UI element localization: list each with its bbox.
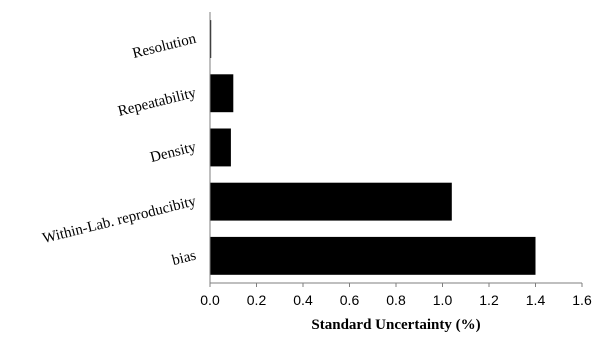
bar-repeatability (210, 74, 234, 113)
category-label: Within-Lab. reproducibity (41, 193, 198, 247)
x-tick-label: 1.4 (526, 292, 546, 308)
x-tick-label: 1.0 (433, 292, 453, 308)
bar-bias (210, 236, 536, 275)
category-labels: Resolution Repeatability Density Within-Lab… (41, 31, 198, 269)
bar-resolution (210, 20, 212, 59)
x-tick-label: 0.8 (386, 292, 406, 308)
bar-density (210, 128, 231, 167)
x-tick-label: 1.2 (479, 292, 499, 308)
x-tick-label: 1.6 (572, 292, 592, 308)
x-tick-label: 0.2 (247, 292, 267, 308)
bar-within-lab-reproducibity (210, 182, 452, 221)
x-axis-title: Standard Uncertainty (%) (311, 317, 480, 333)
x-tick-label: 0.6 (340, 292, 360, 308)
category-label: Resolution (131, 31, 198, 62)
bars-group (210, 20, 536, 275)
x-axis-ticks: 0.0 0.2 0.4 0.6 0.8 1.0 1.2 1.4 1.6 (200, 283, 592, 308)
x-tick-label: 0.0 (200, 292, 220, 308)
x-tick-label: 0.4 (293, 292, 313, 308)
category-label: Density (149, 139, 199, 166)
category-label: Repeatability (116, 85, 198, 120)
category-label: bias (170, 248, 197, 269)
